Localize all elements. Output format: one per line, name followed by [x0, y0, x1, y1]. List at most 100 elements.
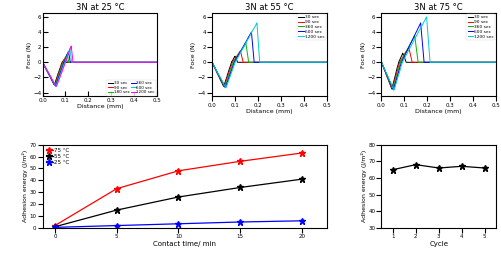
360 sec [239, 47, 245, 50]
1200 sec [56, 78, 62, 81]
360 sec [45, 70, 51, 73]
600 sec [246, 34, 253, 37]
30 sec [400, 52, 406, 55]
1200 sec [252, 25, 258, 29]
600 sec [390, 88, 396, 91]
1200 sec [391, 89, 397, 92]
Line: 600 sec: 600 sec [43, 49, 157, 86]
1200 sec [246, 36, 252, 39]
600 sec [56, 77, 62, 80]
1200 sec [241, 44, 247, 47]
Line: 1200 sec: 1200 sec [381, 17, 496, 90]
600 sec [69, 59, 75, 62]
30 sec [209, 61, 215, 64]
600 sec [154, 61, 160, 64]
360 sec [324, 61, 330, 64]
1200 sec [45, 70, 51, 74]
1200 sec [248, 32, 254, 35]
1200 sec [70, 58, 76, 62]
75 °C [52, 224, 58, 227]
90 sec [48, 77, 54, 80]
1200 sec [381, 67, 387, 70]
360 sec [66, 50, 72, 53]
90 sec [63, 55, 69, 58]
Line: 75 °C: 75 °C [52, 150, 305, 229]
Legend: 30 sec, 90 sec, 360 sec, 600 sec, 1200 sec: 30 sec, 90 sec, 360 sec, 600 sec, 1200 s… [297, 14, 326, 40]
90 sec [393, 72, 399, 75]
360 sec [49, 78, 55, 81]
30 sec [230, 58, 236, 61]
360 sec [209, 61, 215, 64]
600 sec [51, 80, 57, 84]
1200 sec [380, 63, 386, 66]
Line: 90 sec: 90 sec [43, 57, 157, 85]
30 sec [48, 78, 54, 81]
30 sec [61, 58, 67, 61]
180 sec [49, 77, 55, 80]
600 sec [230, 65, 236, 68]
360 sec [243, 42, 249, 45]
Y-axis label: Foce (N): Foce (N) [27, 42, 32, 68]
600 sec [242, 42, 248, 45]
90 sec [237, 49, 243, 52]
360 sec [154, 61, 160, 64]
30 sec [379, 63, 385, 67]
Y-axis label: Adhesion energy (J/m²): Adhesion energy (J/m²) [361, 150, 367, 222]
Legend: 30 sec, 90 sec, 180 sec, 360 sec, 600 sec, 1200 sec: 30 sec, 90 sec, 180 sec, 360 sec, 600 se… [106, 80, 156, 96]
600 sec [379, 63, 385, 66]
180 sec [50, 80, 56, 83]
600 sec [493, 61, 499, 64]
360 sec [67, 59, 73, 62]
600 sec [238, 48, 244, 51]
90 sec [54, 76, 60, 79]
360 sec [229, 65, 235, 68]
180 sec [64, 52, 70, 56]
1200 sec [51, 81, 57, 84]
Line: 600 sec: 600 sec [381, 23, 496, 90]
90 sec [234, 54, 240, 57]
X-axis label: Distance (mm): Distance (mm) [77, 104, 123, 109]
X-axis label: Distance (mm): Distance (mm) [415, 109, 462, 114]
1200 sec [424, 15, 430, 18]
600 sec [248, 30, 255, 34]
30 sec [220, 85, 226, 88]
1200 sec [396, 73, 402, 76]
30 sec [389, 87, 395, 90]
30 sec [231, 55, 237, 58]
30 sec [393, 72, 399, 75]
30 sec [395, 64, 401, 67]
1200 sec [230, 65, 236, 68]
30 sec [324, 61, 330, 64]
X-axis label: Contact time/ min: Contact time/ min [153, 241, 216, 247]
90 sec [235, 53, 241, 56]
Line: 360 sec: 360 sec [43, 51, 157, 86]
600 sec [397, 64, 403, 67]
1200 sec [247, 34, 253, 37]
Title: 3N at 25 °C: 3N at 25 °C [76, 3, 124, 12]
1200 sec [378, 61, 384, 64]
600 sec [410, 36, 416, 39]
360 sec [379, 63, 385, 66]
1200 sec [209, 61, 215, 64]
1200 sec [387, 80, 393, 83]
360 sec [241, 44, 247, 47]
360 sec [387, 80, 393, 83]
1200 sec [254, 21, 260, 25]
360 sec [221, 85, 227, 89]
1200 sec [223, 86, 229, 89]
1200 sec [398, 64, 404, 67]
30 sec [48, 77, 54, 80]
90 sec [493, 61, 499, 64]
180 sec [40, 61, 46, 64]
360 sec [239, 48, 245, 51]
55 °C [175, 195, 181, 199]
Line: 30 sec: 30 sec [43, 59, 157, 85]
360 sec [235, 53, 241, 56]
600 sec [45, 70, 51, 74]
Line: 55 °C: 55 °C [52, 176, 305, 230]
600 sec [53, 85, 59, 88]
600 sec [387, 80, 393, 83]
360 sec [412, 34, 418, 37]
Line: 90 sec: 90 sec [381, 47, 496, 89]
360 sec [238, 49, 244, 52]
